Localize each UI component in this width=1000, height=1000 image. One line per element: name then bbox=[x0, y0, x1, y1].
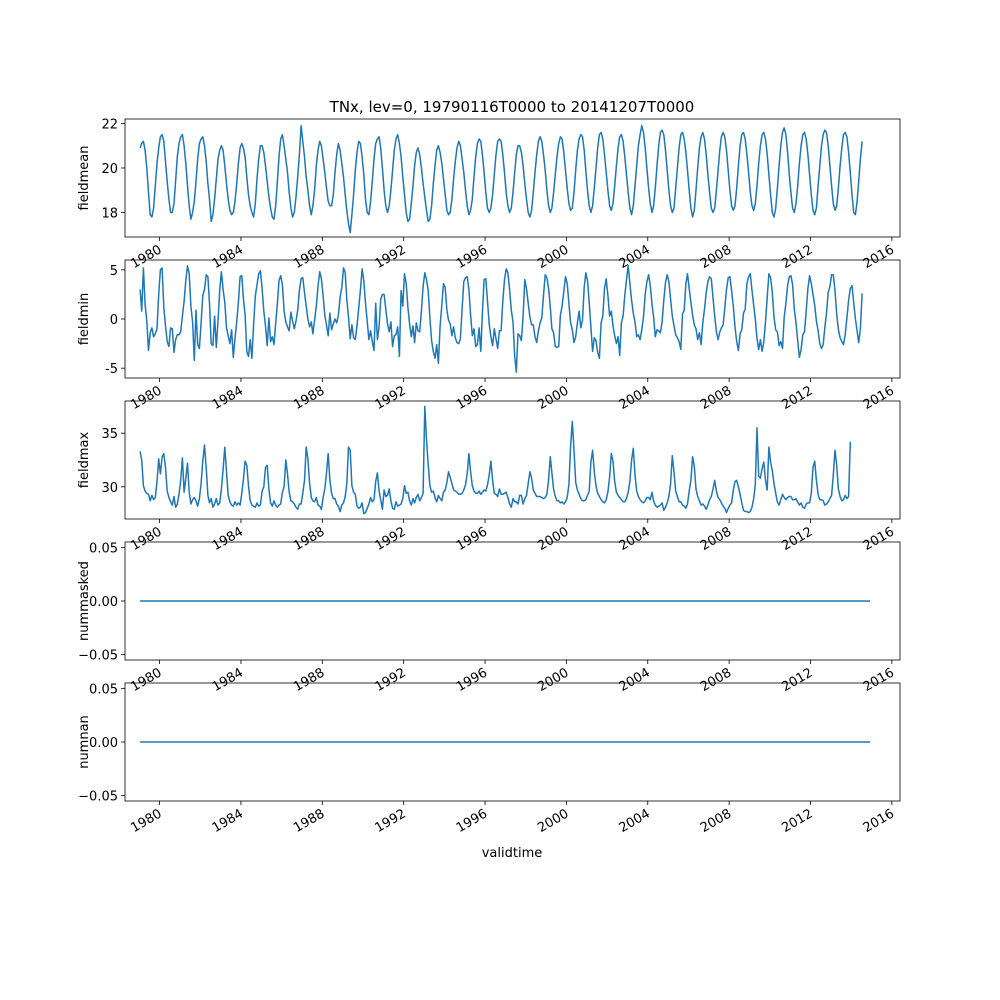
numnan-y-tick-label: 0.05 bbox=[89, 682, 118, 697]
fieldmean-y-tick-label: 18 bbox=[101, 207, 118, 222]
figure-title: TNx, lev=0, 19790116T0000 to 20141207T00… bbox=[329, 98, 695, 116]
nummasked-y-tick-label: 0.05 bbox=[89, 541, 118, 556]
fieldmean-y-tick-label: 20 bbox=[101, 162, 118, 177]
fieldmin-y-tick-label: 0 bbox=[110, 313, 118, 328]
fieldmean-y-tick-label: 22 bbox=[101, 117, 118, 132]
fieldmax-series-line bbox=[139, 405, 852, 515]
fieldmax-axes-frame bbox=[124, 400, 901, 520]
nummasked-y-tick-label: −0.05 bbox=[78, 649, 118, 664]
fieldmean-series-line bbox=[139, 124, 863, 234]
fieldmin-y-axis-label: fieldmin bbox=[77, 293, 92, 346]
fieldmean-axes-frame bbox=[124, 118, 901, 238]
fieldmin-series-line bbox=[139, 265, 863, 373]
fieldmean-y-axis-label: fieldmean bbox=[77, 146, 92, 211]
nummasked-y-axis-label: nummasked bbox=[77, 561, 92, 641]
numnan-y-tick-label: −0.05 bbox=[78, 790, 118, 805]
x-axis-label: validtime bbox=[482, 846, 543, 861]
fieldmax-y-axis-label: fieldmax bbox=[77, 432, 92, 489]
fieldmax-y-tick-label: 35 bbox=[101, 427, 118, 442]
nummasked-y-tick-label: 0.00 bbox=[89, 595, 118, 610]
numnan-y-tick-label: 0.00 bbox=[89, 736, 118, 751]
fieldmin-y-tick-label: -5 bbox=[105, 362, 118, 377]
numnan-y-axis-label: numnan bbox=[77, 715, 92, 769]
fieldmin-y-tick-label: 5 bbox=[110, 264, 118, 279]
fieldmax-y-tick-label: 30 bbox=[101, 481, 118, 496]
